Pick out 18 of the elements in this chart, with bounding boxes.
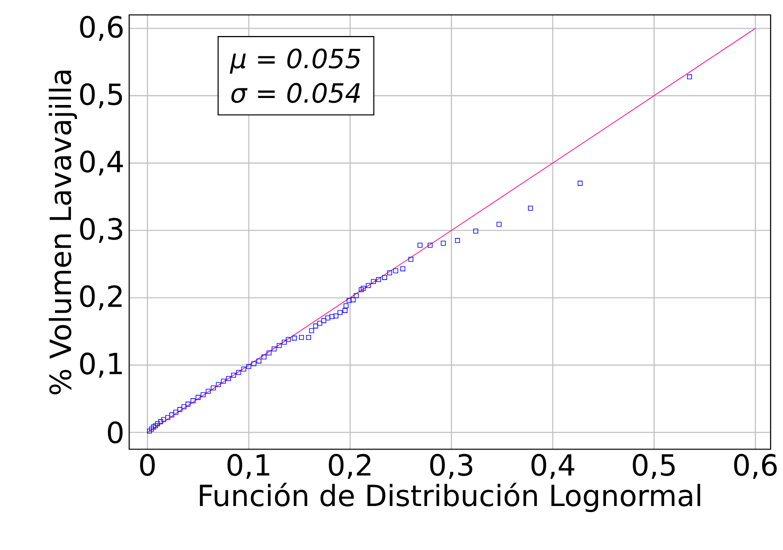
y-tick-label: 0,2 [80,285,122,310]
x-tick-label: 0,4 [531,454,574,480]
x-axis-title: Función de Distribución Lognormal [200,482,700,512]
y-tick-label: 0,6 [80,16,123,42]
y-tick-label: 0,1 [80,352,122,378]
y-axis-title: % Volumen Lavavajilla [48,70,78,395]
annotation: σ = 0.054 [231,83,360,104]
x-tick-label: 0 [140,454,155,476]
x-tick-label: 0,2 [328,454,370,480]
y-tick-label: 0 [108,422,123,444]
x-tick-label: 0,6 [734,454,777,480]
y-tick-label: 0,4 [80,150,123,176]
x-tick-label: 0,5 [632,454,675,480]
y-tick-label: 0,3 [80,218,122,244]
x-tick-label: 0,3 [430,454,472,480]
annotation: μ = 0.055 [230,48,360,74]
x-tick-label: 0,1 [228,454,270,480]
y-tick-label: 0,5 [80,83,122,108]
